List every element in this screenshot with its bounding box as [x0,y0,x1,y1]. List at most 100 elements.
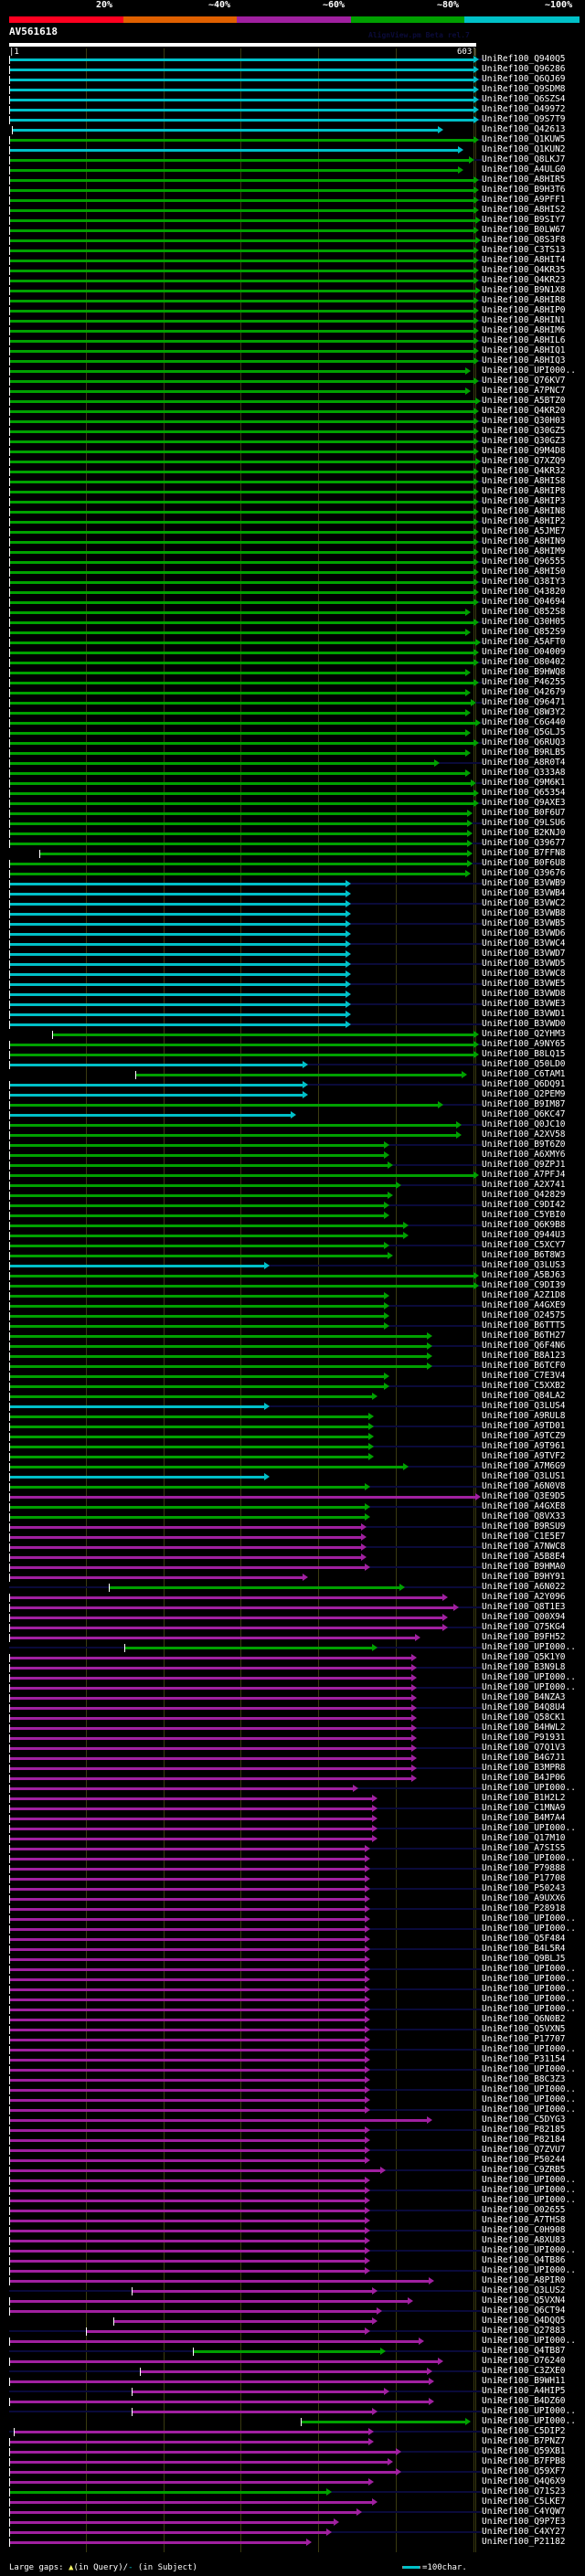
hit-bar[interactable] [10,2280,429,2283]
hit-label[interactable]: UniRef100_C1MNA9 [482,1803,566,1813]
hit-label[interactable]: UniRef100_Q6KC47 [482,1109,566,1119]
hit-bar[interactable] [10,1305,384,1308]
hit-label[interactable]: UniRef100_Q940Q5 [482,54,566,64]
hit-label[interactable]: UniRef100_B4DZ60 [482,2396,566,2406]
hit-label[interactable]: UniRef100_Q42829 [482,1190,566,1200]
hit-bar[interactable] [10,1858,365,1860]
hit-bar[interactable] [10,2149,365,2152]
hit-label[interactable]: UniRef100_Q9P7E3 [482,2517,566,2527]
hit-label[interactable]: UniRef100_B3VWD7 [482,949,566,959]
hit-label[interactable]: UniRef100_UPI000.. [482,1984,576,1994]
hit-bar[interactable] [10,1124,456,1127]
hit-bar[interactable] [10,983,346,986]
hit-label[interactable]: UniRef100_A7THS8 [482,2215,566,2225]
hit-bar[interactable] [10,1657,411,1659]
hit-label[interactable]: UniRef100_Q17M10 [482,1833,566,1843]
hit-label[interactable]: UniRef100_Q3E9D5 [482,1491,566,1501]
hit-bar[interactable] [10,2210,365,2212]
hit-bar[interactable] [10,1486,365,1489]
hit-label[interactable]: UniRef100_Q30GZ3 [482,436,566,446]
hit-bar[interactable] [10,631,465,634]
hit-bar[interactable] [10,1767,411,1770]
hit-label[interactable]: UniRef100_B9HMA0 [482,1562,566,1572]
hit-bar[interactable] [10,350,473,353]
hit-bar[interactable] [10,159,469,162]
hit-label[interactable]: UniRef100_A9T961 [482,1441,566,1451]
hit-label[interactable]: UniRef100_O76240 [482,2356,566,2366]
hit-bar[interactable] [10,2079,365,2082]
hit-label[interactable]: UniRef100_C3ZXE0 [482,2366,566,2376]
hit-bar[interactable] [10,2491,326,2494]
hit-label[interactable]: UniRef100_Q3LUS2 [482,2285,566,2295]
hit-bar[interactable] [10,2139,365,2142]
hit-bar[interactable] [10,1727,411,1730]
hit-label[interactable]: UniRef100_B9N1X8 [482,285,566,295]
hit-bar[interactable] [10,1064,303,1066]
hit-label[interactable]: UniRef100_B4NZA3 [482,1692,566,1702]
hit-bar[interactable] [10,2159,365,2162]
hit-label[interactable]: UniRef100_A4ULG0 [482,164,566,175]
hit-label[interactable]: UniRef100_C0H908 [482,2225,566,2235]
hit-bar[interactable] [10,1476,264,1479]
hit-label[interactable]: UniRef100_Q6DQ91 [482,1079,566,1089]
hit-label[interactable]: UniRef100_UPI000.. [482,2195,576,2205]
hit-label[interactable]: UniRef100_A8HIP0 [482,305,566,315]
hit-bar[interactable] [10,2501,372,2504]
hit-label[interactable]: UniRef100_Q00X94 [482,1612,566,1622]
hit-bar[interactable] [10,300,473,302]
hit-bar[interactable] [10,2531,326,2534]
hit-bar[interactable] [141,2370,427,2373]
hit-label[interactable]: UniRef100_B9WH11 [482,2376,566,2386]
hit-bar[interactable] [10,2240,365,2242]
hit-bar[interactable] [10,551,473,554]
hit-bar[interactable] [10,973,346,976]
hit-bar[interactable] [10,229,473,232]
hit-bar[interactable] [53,1034,473,1036]
hit-label[interactable]: UniRef100_Q50LD0 [482,1059,566,1069]
hit-label[interactable]: UniRef100_A7M6G9 [482,1461,566,1471]
hit-bar[interactable] [10,2099,365,2102]
hit-label[interactable]: UniRef100_UPI000.. [482,2336,576,2346]
hit-label[interactable]: UniRef100_Q76KV7 [482,376,566,386]
hit-bar[interactable] [10,1013,346,1016]
hit-label[interactable]: UniRef100_C9DI39 [482,1280,566,1290]
hit-label[interactable]: UniRef100_Q5VXN5 [482,2024,566,2034]
hit-label[interactable]: UniRef100_A8R0T4 [482,758,566,768]
hit-bar[interactable] [10,1978,365,1981]
hit-label[interactable]: UniRef100_Q42679 [482,687,566,697]
hit-label[interactable]: UniRef100_UPI000.. [482,2185,576,2195]
hit-label[interactable]: UniRef100_A8HIP3 [482,496,566,506]
hit-bar[interactable] [10,571,473,574]
hit-bar[interactable] [10,1094,303,1097]
hit-bar[interactable] [10,1818,372,1820]
hit-label[interactable]: UniRef100_UPI000.. [482,2004,576,2014]
hit-bar[interactable] [10,2179,365,2182]
hit-label[interactable]: UniRef100_UPI000.. [482,2265,576,2275]
hit-bar[interactable] [10,481,473,483]
hit-label[interactable]: UniRef100_A6XMY6 [482,1150,566,1160]
hit-bar[interactable] [10,1546,361,1549]
hit-bar[interactable] [10,1436,368,1438]
hit-bar[interactable] [10,1506,365,1509]
hit-label[interactable]: UniRef100_Q333A8 [482,768,566,778]
hit-label[interactable]: UniRef100_UPI000.. [482,2416,576,2426]
hit-label[interactable]: UniRef100_A8HIQ1 [482,345,566,355]
hit-bar[interactable] [10,2129,365,2132]
hit-label[interactable]: UniRef100_Q59XF7 [482,2466,566,2476]
hit-bar[interactable] [10,923,346,926]
hit-label[interactable]: UniRef100_Q5VXN4 [482,2295,566,2306]
hit-label[interactable]: UniRef100_Q2YHM3 [482,1029,566,1039]
hit-bar[interactable] [10,320,473,323]
hit-bar[interactable] [10,1717,411,1720]
hit-label[interactable]: UniRef100_Q96286 [482,64,566,74]
hit-label[interactable]: UniRef100_B3VWC2 [482,898,566,908]
hit-bar[interactable] [10,712,465,715]
hit-bar[interactable] [194,2350,380,2353]
hit-bar[interactable] [10,621,473,624]
hit-bar[interactable] [10,883,346,885]
hit-label[interactable]: UniRef100_Q65354 [482,788,566,798]
hit-label[interactable]: UniRef100_B6TCF0 [482,1361,566,1371]
hit-label[interactable]: UniRef100_B7FFN8 [482,848,566,858]
hit-label[interactable]: UniRef100_B3VWD0 [482,1019,566,1029]
hit-label[interactable]: UniRef100_C6TAM1 [482,1069,566,1079]
